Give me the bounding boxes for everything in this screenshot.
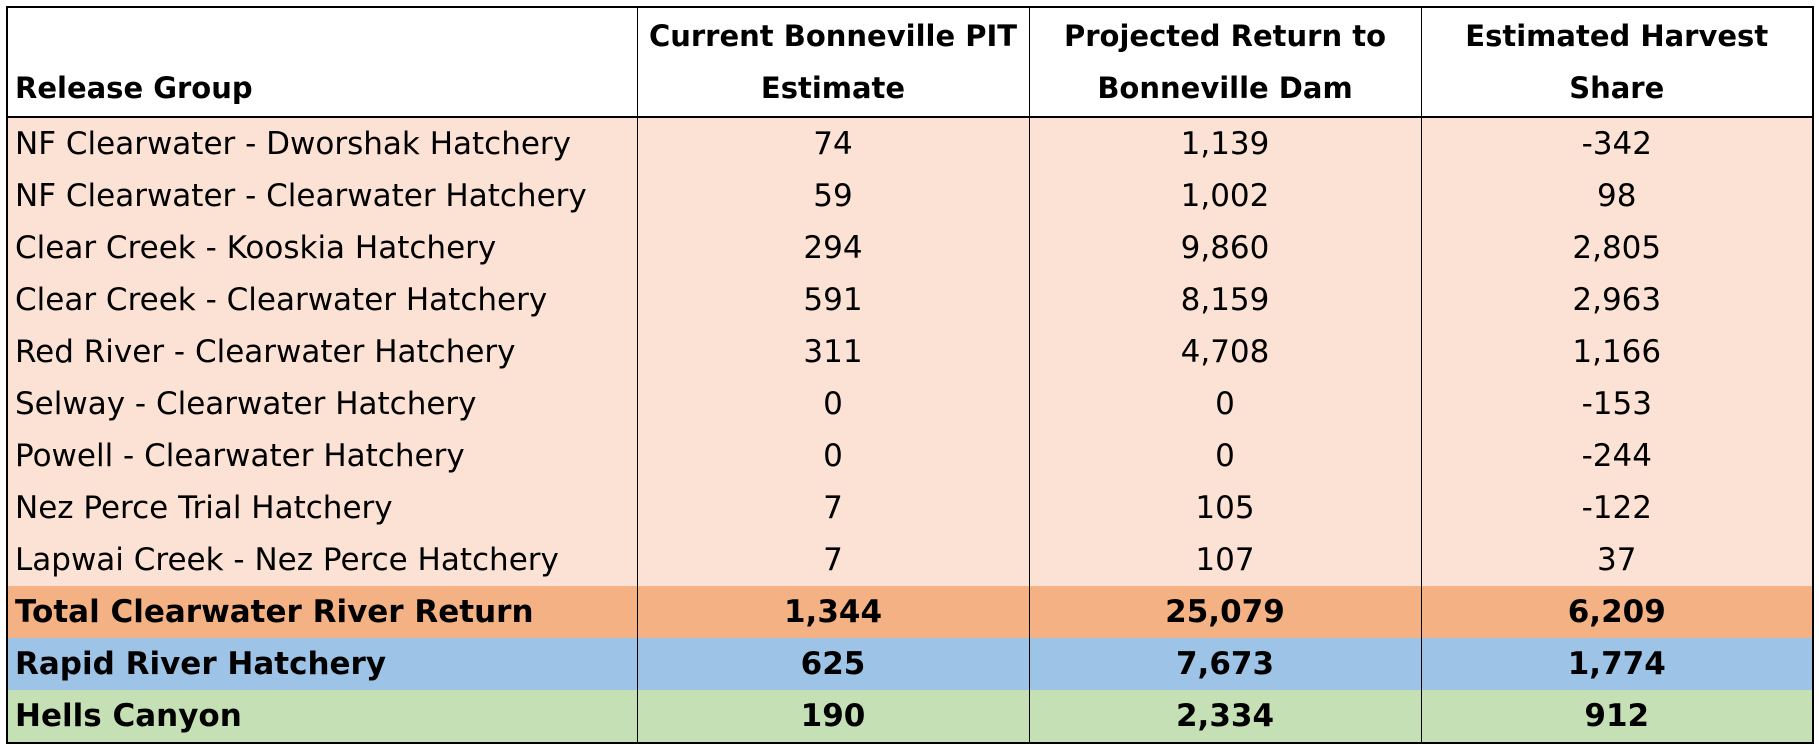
harvest-share-cell: -122 [1420, 482, 1814, 534]
harvest-share-cell: 37 [1420, 534, 1814, 586]
harvest-share-cell: 2,805 [1420, 222, 1814, 274]
pit-estimate-cell: 0 [636, 378, 1029, 430]
table-row: Selway - Clearwater Hatchery 0 0 -153 [6, 378, 1814, 430]
pit-estimate-cell: 190 [636, 690, 1029, 744]
release-group-cell: Clear Creek - Clearwater Hatchery [6, 274, 637, 326]
pit-estimate-cell: 0 [636, 430, 1029, 482]
harvest-share-cell: 912 [1420, 690, 1814, 744]
pit-estimate-cell: 7 [636, 482, 1029, 534]
projected-return-cell: 9,860 [1028, 222, 1421, 274]
column-header-pit-estimate: Current Bonneville PIT Estimate [636, 6, 1029, 118]
release-group-cell: Powell - Clearwater Hatchery [6, 430, 637, 482]
projected-return-cell: 7,673 [1028, 638, 1421, 690]
projected-return-cell: 0 [1028, 430, 1421, 482]
release-group-cell: Nez Perce Trial Hatchery [6, 482, 637, 534]
table-row: NF Clearwater - Clearwater Hatchery 59 1… [6, 170, 1814, 222]
column-header-projected-return: Projected Return to Bonneville Dam [1028, 6, 1421, 118]
pit-estimate-cell: 625 [636, 638, 1029, 690]
header-row: Release Group Current Bonneville PIT Est… [6, 6, 1814, 118]
harvest-share-cell: 2,963 [1420, 274, 1814, 326]
harvest-share-cell: 98 [1420, 170, 1814, 222]
harvest-share-cell: -342 [1420, 117, 1814, 170]
projected-return-cell: 2,334 [1028, 690, 1421, 744]
projected-return-cell: 105 [1028, 482, 1421, 534]
pit-estimate-cell: 1,344 [636, 586, 1029, 638]
projected-return-cell: 25,079 [1028, 586, 1421, 638]
harvest-share-cell: 1,774 [1420, 638, 1814, 690]
harvest-share-cell: -244 [1420, 430, 1814, 482]
harvest-share-cell: 6,209 [1420, 586, 1814, 638]
projected-return-cell: 1,002 [1028, 170, 1421, 222]
pit-estimate-cell: 7 [636, 534, 1029, 586]
column-header-release-group: Release Group [6, 6, 637, 118]
release-group-cell: Rapid River Hatchery [6, 638, 637, 690]
projected-return-cell: 107 [1028, 534, 1421, 586]
table-row: NF Clearwater - Dworshak Hatchery 74 1,1… [6, 117, 1814, 170]
release-group-cell: NF Clearwater - Dworshak Hatchery [6, 117, 637, 170]
release-group-cell: Hells Canyon [6, 690, 637, 744]
table-row: Clear Creek - Kooskia Hatchery 294 9,860… [6, 222, 1814, 274]
pit-estimate-cell: 591 [636, 274, 1029, 326]
release-group-cell: Total Clearwater River Return [6, 586, 637, 638]
table-container: Release Group Current Bonneville PIT Est… [6, 6, 1814, 744]
table-row: Nez Perce Trial Hatchery 7 105 -122 [6, 482, 1814, 534]
harvest-share-cell: 1,166 [1420, 326, 1814, 378]
table-row: Red River - Clearwater Hatchery 311 4,70… [6, 326, 1814, 378]
pit-estimate-cell: 294 [636, 222, 1029, 274]
release-group-cell: Lapwai Creek - Nez Perce Hatchery [6, 534, 637, 586]
pit-estimate-cell: 59 [636, 170, 1029, 222]
release-group-cell: Selway - Clearwater Hatchery [6, 378, 637, 430]
pit-estimate-cell: 311 [636, 326, 1029, 378]
release-group-cell: NF Clearwater - Clearwater Hatchery [6, 170, 637, 222]
hells-canyon-row: Hells Canyon 190 2,334 912 [6, 690, 1814, 744]
release-group-cell: Clear Creek - Kooskia Hatchery [6, 222, 637, 274]
pit-estimate-cell: 74 [636, 117, 1029, 170]
projected-return-cell: 0 [1028, 378, 1421, 430]
release-group-cell: Red River - Clearwater Hatchery [6, 326, 637, 378]
total-clearwater-row: Total Clearwater River Return 1,344 25,0… [6, 586, 1814, 638]
hatchery-return-table: Release Group Current Bonneville PIT Est… [6, 6, 1814, 744]
column-header-harvest-share: Estimated Harvest Share [1420, 6, 1814, 118]
projected-return-cell: 8,159 [1028, 274, 1421, 326]
table-row: Clear Creek - Clearwater Hatchery 591 8,… [6, 274, 1814, 326]
projected-return-cell: 1,139 [1028, 117, 1421, 170]
table-row: Lapwai Creek - Nez Perce Hatchery 7 107 … [6, 534, 1814, 586]
harvest-share-cell: -153 [1420, 378, 1814, 430]
rapid-river-row: Rapid River Hatchery 625 7,673 1,774 [6, 638, 1814, 690]
table-row: Powell - Clearwater Hatchery 0 0 -244 [6, 430, 1814, 482]
projected-return-cell: 4,708 [1028, 326, 1421, 378]
